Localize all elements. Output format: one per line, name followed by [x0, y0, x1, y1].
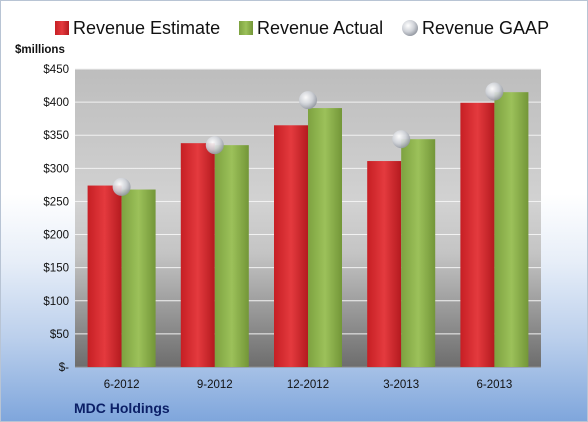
- gaap-marker: [299, 91, 317, 110]
- bar-actual: [214, 145, 249, 367]
- x-tick-labels: 6-2012 9-2012 12-2012 3-2013 6-2013: [104, 379, 513, 391]
- y-tick-label: $200: [43, 230, 69, 242]
- x-tick-label: 6-2013: [476, 379, 512, 391]
- legend-swatch-gaap: [402, 20, 418, 36]
- legend-label-actual: Revenue Actual: [257, 18, 383, 38]
- x-tick-label: 12-2012: [287, 379, 329, 391]
- legend-swatch-actual: [239, 21, 253, 35]
- bar-actual: [494, 92, 529, 367]
- y-tick-label: $350: [43, 130, 69, 142]
- y-tick-label: $150: [43, 263, 69, 275]
- y-tick-label: $400: [43, 97, 69, 109]
- bar-estimate: [180, 143, 215, 367]
- legend-label-estimate: Revenue Estimate: [73, 18, 220, 38]
- gaap-marker: [205, 136, 224, 155]
- legend-label-gaap: Revenue GAAP: [422, 18, 549, 38]
- y-tick-label: $50: [50, 329, 69, 341]
- marker-layer: [112, 82, 504, 196]
- bar-estimate: [87, 185, 122, 367]
- y-tick-labels: $- $50 $100 $150 $200 $250 $300 $350 $400 $450: [43, 64, 69, 374]
- bar-actual: [401, 139, 436, 367]
- gaap-marker: [112, 177, 131, 196]
- y-axis-unit-label: $millions: [15, 44, 65, 56]
- legend: Revenue Estimate Revenue Actual Revenue …: [55, 18, 549, 38]
- legend-swatch-estimate: [55, 21, 69, 35]
- bar-estimate: [274, 125, 308, 368]
- y-tick-label: $300: [43, 163, 69, 175]
- bar-layer: [87, 92, 529, 368]
- x-tick-label: 9-2012: [197, 379, 233, 391]
- y-tick-label: $250: [43, 196, 69, 208]
- y-tick-label: $100: [43, 296, 69, 308]
- y-tick-label: $-: [59, 362, 69, 374]
- bar-actual: [121, 189, 156, 367]
- bar-estimate: [367, 161, 402, 367]
- x-tick-label: 3-2013: [383, 379, 419, 391]
- gaap-marker: [392, 130, 411, 149]
- bar-actual: [308, 108, 342, 368]
- x-tick-label: 6-2012: [104, 379, 140, 391]
- y-tick-label: $450: [43, 64, 69, 76]
- company-name: MDC Holdings: [74, 400, 170, 416]
- gaap-marker: [485, 82, 504, 101]
- bar-estimate: [460, 102, 495, 368]
